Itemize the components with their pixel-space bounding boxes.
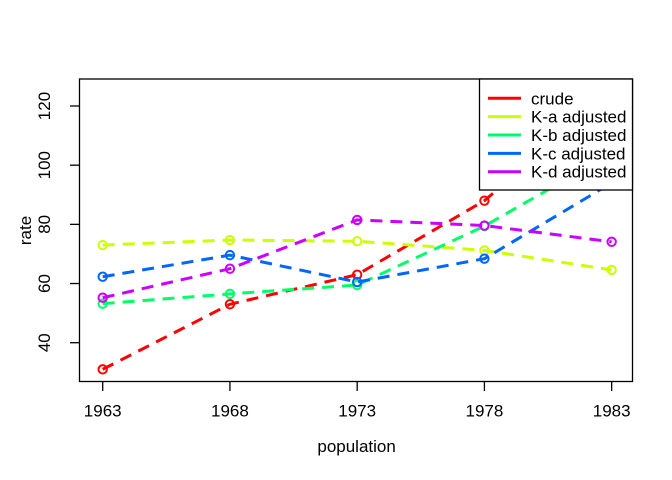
x-axis-tick-label: 1983: [593, 402, 631, 421]
data-point-crude: [479, 195, 490, 206]
y-axis-tick-label: 60: [35, 274, 54, 293]
data-point-crude: [224, 299, 236, 310]
x-axis-tick-label: 1968: [211, 402, 249, 421]
data-point-crude: [351, 269, 363, 280]
data-point-k-a-adjusted: [224, 234, 236, 246]
series-line-k-b-adjusted: [102, 152, 613, 306]
y-axis-tick-label: 80: [35, 215, 54, 234]
data-point-k-d-adjusted: [606, 236, 617, 248]
data-point-k-b-adjusted: [97, 298, 108, 309]
data-point-k-d-adjusted: [224, 263, 236, 274]
x-axis-title: population: [317, 437, 395, 456]
series-line-k-d-adjusted: [102, 218, 612, 300]
y-axis-title: rate: [16, 216, 35, 245]
x-axis-tick-label: 1963: [84, 402, 122, 421]
data-point-k-a-adjusted: [351, 236, 363, 247]
data-point-k-c-adjusted: [97, 271, 108, 282]
series-line-k-a-adjusted: [102, 238, 612, 272]
data-point-k-a-adjusted: [97, 239, 108, 251]
data-point-k-c-adjusted: [479, 253, 490, 264]
y-axis-tick-label: 100: [35, 151, 54, 179]
legend-label-k-d-adjusted: K-d adjusted: [531, 163, 626, 182]
data-point-k-c-adjusted: [224, 249, 236, 261]
plot-box: [78, 78, 634, 383]
data-point-k-a-adjusted: [606, 264, 617, 276]
x-axis-tick-label: 1978: [465, 402, 503, 421]
legend-label-k-c-adjusted: K-c adjusted: [531, 144, 626, 163]
series-line-k-c-adjusted: [102, 181, 613, 284]
y-axis-tick-label: 40: [35, 333, 54, 352]
legend-label-k-b-adjusted: K-b adjusted: [531, 126, 626, 145]
data-point-k-d-adjusted: [479, 220, 490, 231]
legend-label-k-a-adjusted: K-a adjusted: [531, 108, 626, 127]
data-point-crude: [97, 364, 108, 375]
data-point-k-b-adjusted: [224, 288, 236, 300]
data-point-k-c-adjusted: [351, 276, 363, 288]
data-point-k-d-adjusted: [351, 214, 363, 226]
y-axis-tick-label: 120: [35, 92, 54, 120]
x-axis-tick-label: 1973: [338, 402, 376, 421]
data-point-k-d-adjusted: [97, 292, 108, 303]
legend-label-crude: crude: [531, 89, 574, 108]
